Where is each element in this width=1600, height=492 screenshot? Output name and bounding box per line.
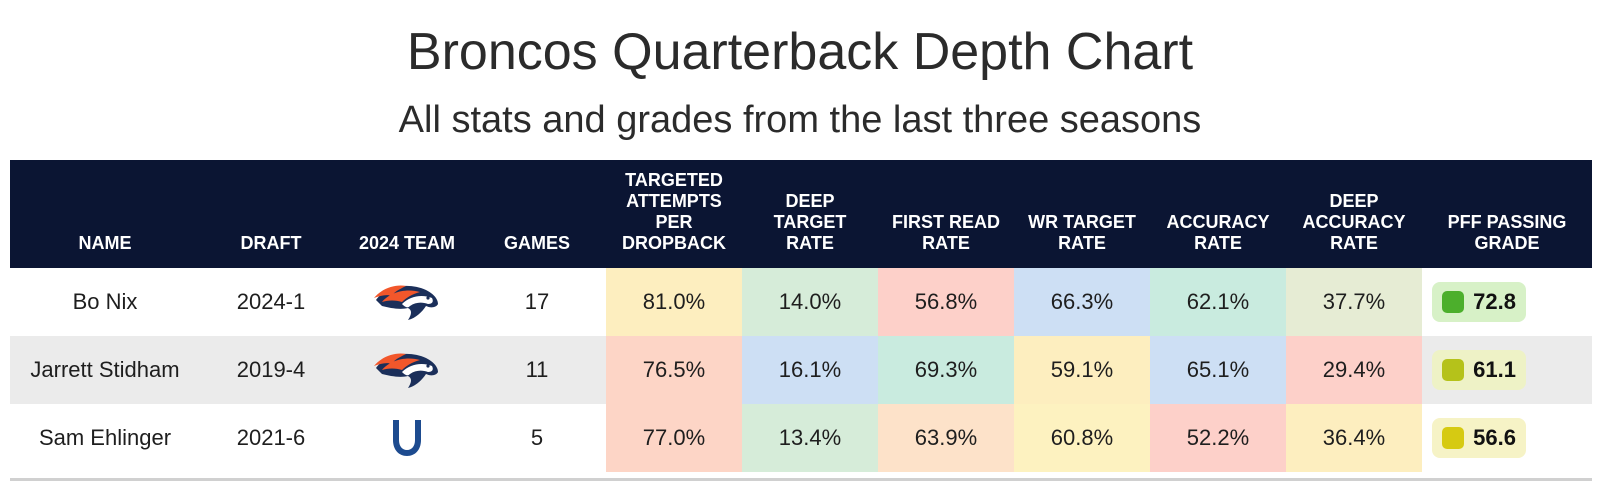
colts-logo-icon [342,404,472,472]
stat-cell: 29.4% [1286,336,1422,404]
grade-color-swatch [1442,291,1464,313]
stat-cell: 63.9% [878,404,1014,472]
stat-cell: 77.0% [606,404,742,472]
broncos-logo-icon [342,268,472,336]
stat-cell: 65.1% [1150,336,1286,404]
stat-cell: 76.5% [606,336,742,404]
column-header: GAMES [503,233,570,253]
table-row: Sam Ehlinger 2021-6 5 77.0% 13.4% 63.9% 60.8% 5… [10,404,1592,472]
stat-cell: 69.3% [878,336,1014,404]
draft-cell: 2019-4 [236,357,306,382]
stat-cell: 56.8% [878,268,1014,336]
grade-badge: 61.1 [1432,350,1526,390]
column-header: DEEP TARGET RATE [773,191,847,253]
table-bottom-rule [10,478,1592,481]
chart-subtitle: All stats and grades from the last three… [398,99,1202,141]
stat-cell: 52.2% [1150,404,1286,472]
stat-cell: 62.1% [1150,268,1286,336]
grade-color-swatch [1442,427,1464,449]
column-header: TARGETED ATTEMPTS PER DROPBACK [621,170,726,253]
stat-cell: 60.8% [1014,404,1150,472]
stat-cell: 14.0% [742,268,878,336]
grade-color-swatch [1442,359,1464,381]
column-header: 2024 TEAM [358,233,456,253]
stat-cell: 36.4% [1286,404,1422,472]
grade-value: 61.1 [1473,357,1516,382]
chart-title: Broncos Quarterback Depth Chart [406,23,1194,81]
player-name: Sam Ehlinger [38,425,172,450]
grade-badge: 72.8 [1432,282,1526,322]
player-name: Bo Nix [72,289,138,314]
draft-cell: 2024-1 [236,289,306,314]
stat-cell: 59.1% [1014,336,1150,404]
column-header: DRAFT [240,233,302,253]
broncos-logo-icon [342,336,472,404]
column-header: FIRST READ RATE [892,212,1000,253]
table-row: Bo Nix 2024-1 17 81.0% 14.0% 56.8% 66.3% 62.1% 3… [10,268,1592,336]
column-header: DEEP ACCURACY RATE [1302,191,1406,253]
games-cell: 17 [524,289,550,314]
grade-badge: 56.6 [1432,418,1526,458]
stat-cell: 81.0% [606,268,742,336]
table-header: NAME DRAFT 2024 TEAM GAMES TARGETED ATTEMPTS… [10,160,1592,268]
grade-value: 72.8 [1473,289,1516,314]
draft-cell: 2021-6 [236,425,306,450]
stat-cell: 16.1% [742,336,878,404]
stat-cell: 66.3% [1014,268,1150,336]
player-name: Jarrett Stidham [30,357,180,382]
column-header: PFF PASSING GRADE [1447,212,1567,253]
grade-value: 56.6 [1473,425,1516,450]
games-cell: 5 [530,425,544,450]
column-header: NAME [78,233,132,253]
stat-cell: 37.7% [1286,268,1422,336]
table-row: Jarrett Stidham 2019-4 11 76.5% 16.1% 69.3% 59… [10,336,1592,404]
stat-cell: 13.4% [742,404,878,472]
games-cell: 11 [525,357,549,382]
column-header: WR TARGET RATE [1028,212,1136,253]
column-header: ACCURACY RATE [1166,212,1270,253]
